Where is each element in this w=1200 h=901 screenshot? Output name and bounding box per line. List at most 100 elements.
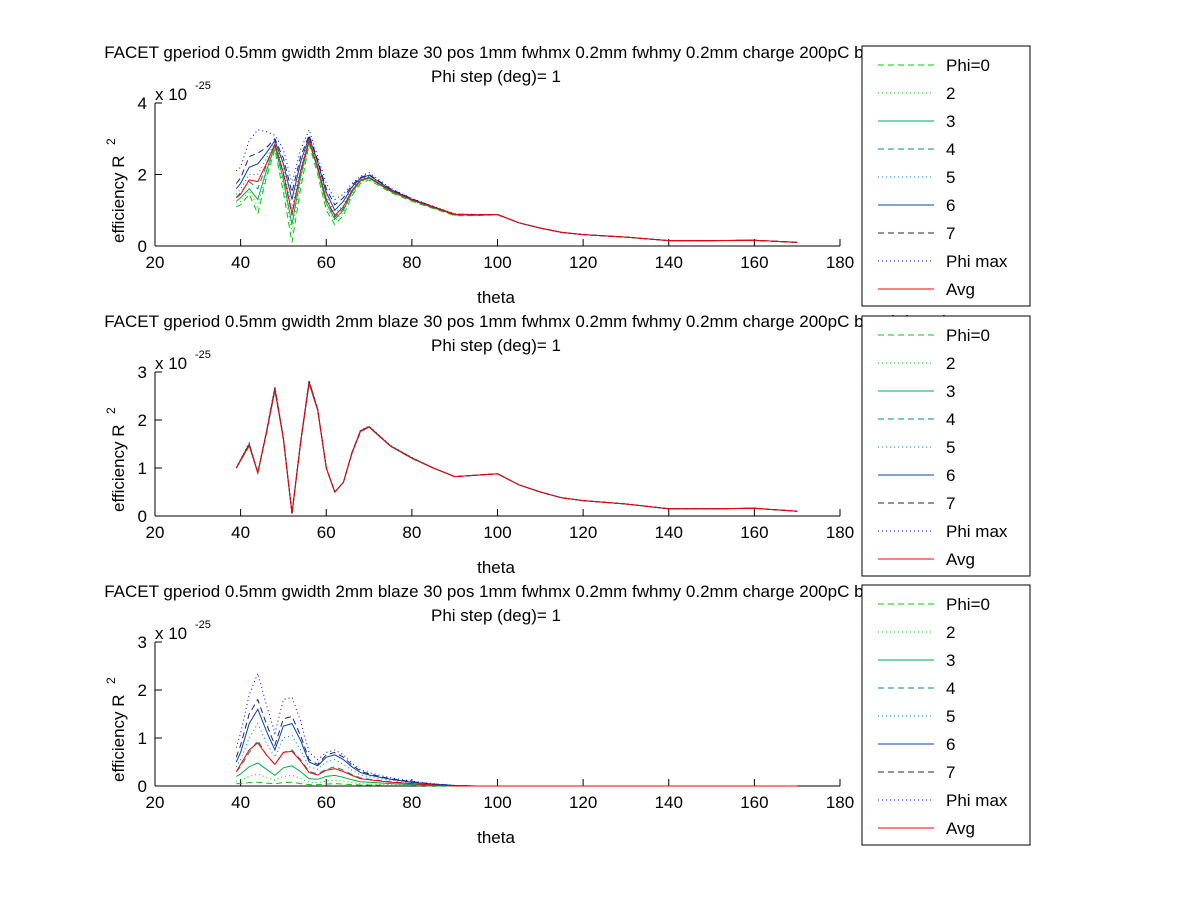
y-tick-label: 2 [138, 166, 147, 185]
series-line-avg [235, 382, 798, 514]
legend-label: 4 [946, 679, 955, 698]
subplot-3: FACET gperiod 0.5mm gwidth 2mm blaze 30 … [104, 582, 1031, 847]
axes: 20 40 60 80 100 120 140 160 180 0 2 4 [138, 94, 855, 272]
y-exponent-sup: -25 [195, 349, 211, 361]
legend-label: Phi=0 [946, 56, 990, 75]
plot-title: FACET gperiod 0.5mm gwidth 2mm blaze 30 … [104, 582, 998, 601]
x-tick-label: 160 [740, 253, 768, 272]
x-tick-label: 120 [569, 253, 597, 272]
series-group [235, 128, 798, 243]
y-tick-label: 4 [138, 94, 147, 113]
series-line-4 [235, 138, 798, 243]
x-tick-label: 80 [402, 253, 421, 272]
y-axis-label-sup: 2 [104, 677, 118, 684]
x-tick-label: 160 [740, 793, 768, 812]
axes: 20 40 60 80 100 120 140 160 180 0 1 2 3 [138, 633, 855, 812]
legend-label: 2 [946, 84, 955, 103]
legend-label: Avg [946, 280, 975, 299]
series-line-6 [235, 135, 798, 243]
y-axis-label-sup: 2 [104, 138, 118, 145]
y-axis-label: efficiency R [109, 155, 128, 243]
y-tick-label: 1 [138, 729, 147, 748]
x-tick-label: 100 [483, 793, 511, 812]
y-tick-label: 0 [138, 507, 147, 526]
legend-label: 6 [946, 735, 955, 754]
y-tick-label: 3 [138, 633, 147, 652]
legend-box [861, 315, 1031, 577]
legend-label: 5 [946, 438, 955, 457]
x-tick-label: 120 [569, 793, 597, 812]
series-line-2 [235, 383, 798, 514]
series-line-5 [235, 381, 798, 514]
series-group [235, 671, 798, 787]
axes: 20 40 60 80 100 120 140 160 180 0 1 2 3 [138, 363, 855, 542]
y-exponent-label: x 10 [155, 624, 187, 643]
series-line-7 [235, 133, 798, 243]
series-line-phi-max [235, 128, 798, 243]
y-axis-label-group: efficiency R 2 [104, 407, 128, 512]
x-tick-label: 100 [483, 253, 511, 272]
series-line-phi-0 [236, 781, 798, 787]
legend-box [861, 45, 1031, 307]
legend-label: 4 [946, 140, 955, 159]
plot-title: FACET gperiod 0.5mm gwidth 2mm blaze 30 … [104, 312, 998, 331]
series-line-phi-max [235, 671, 798, 787]
plot-subtitle: Phi step (deg)= 1 [431, 67, 561, 86]
legend: Phi=0 2 3 4 5 6 7 Phi max Avg [861, 45, 1031, 307]
series-line-avg [235, 138, 798, 243]
subplot-2: FACET gperiod 0.5mm gwidth 2mm blaze 30 … [104, 312, 1031, 577]
plot-subtitle: Phi step (deg)= 1 [431, 606, 561, 625]
legend-label: 5 [946, 168, 955, 187]
series-line-3 [235, 383, 798, 514]
y-exponent-label: x 10 [155, 85, 187, 104]
series-line-6 [235, 381, 798, 514]
legend-label: 5 [946, 707, 955, 726]
x-tick-label: 40 [231, 253, 250, 272]
x-tick-label: 140 [655, 793, 683, 812]
y-tick-label: 2 [138, 411, 147, 430]
series-line-7 [235, 380, 798, 514]
legend-label: 2 [946, 623, 955, 642]
y-tick-label: 2 [138, 681, 147, 700]
x-tick-label: 60 [317, 793, 336, 812]
legend-label: 2 [946, 354, 955, 373]
legend: Phi=0 2 3 4 5 6 7 Phi max Avg [861, 315, 1031, 577]
x-axis-label: theta [477, 828, 515, 847]
legend-label: 7 [946, 224, 955, 243]
y-exponent-sup: -25 [195, 619, 211, 631]
y-tick-label: 1 [138, 459, 147, 478]
legend-label: Phi=0 [946, 595, 990, 614]
x-axis-label: theta [477, 558, 515, 577]
x-tick-label: 180 [826, 253, 854, 272]
plot-subtitle: Phi step (deg)= 1 [431, 336, 561, 355]
x-axis-label: theta [477, 288, 515, 307]
y-exponent-label: x 10 [155, 354, 187, 373]
x-tick-label: 60 [317, 523, 336, 542]
legend-label: 7 [946, 494, 955, 513]
legend-label: Phi max [946, 791, 1008, 810]
legend-label: 3 [946, 651, 955, 670]
y-axis-label: efficiency R [109, 424, 128, 512]
x-tick-label: 80 [402, 523, 421, 542]
series-line-phi-max [235, 380, 798, 514]
legend-label: 6 [946, 466, 955, 485]
y-exponent-sup: -25 [195, 80, 211, 92]
y-axis-label-group: efficiency R 2 [104, 677, 128, 782]
series-line-phi-0 [236, 143, 798, 243]
x-tick-label: 20 [146, 523, 165, 542]
y-axis-label: efficiency R [109, 694, 128, 782]
series-line-avg [235, 742, 798, 787]
x-tick-label: 80 [402, 793, 421, 812]
series-line-4 [235, 382, 798, 514]
x-tick-label: 180 [826, 793, 854, 812]
series-line-2 [236, 773, 798, 787]
subplot-1: FACET gperiod 0.5mm gwidth 2mm blaze 30 … [104, 43, 1031, 307]
series-group [235, 380, 798, 514]
legend-label: Avg [946, 550, 975, 569]
y-axis-label-sup: 2 [104, 407, 118, 414]
legend-label: Phi=0 [946, 326, 990, 345]
series-line-3 [235, 139, 798, 243]
legend-label: Phi max [946, 522, 1008, 541]
x-tick-label: 20 [146, 253, 165, 272]
series-line-6 [235, 708, 798, 787]
